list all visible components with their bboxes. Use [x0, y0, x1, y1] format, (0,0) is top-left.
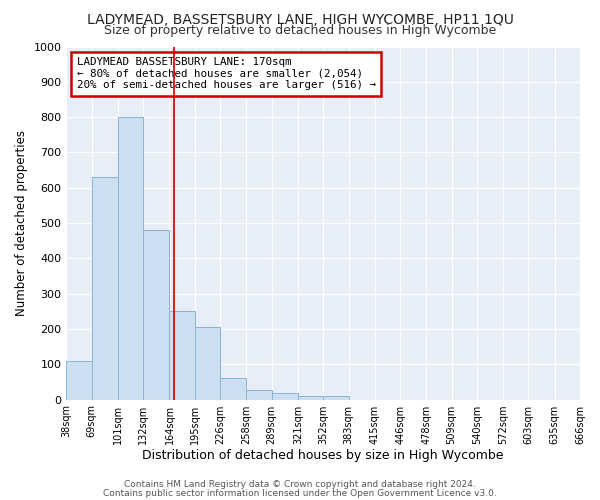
Text: Contains public sector information licensed under the Open Government Licence v3: Contains public sector information licen… — [103, 488, 497, 498]
Bar — [169, 312, 195, 400]
Bar — [92, 177, 118, 400]
Bar — [220, 378, 247, 400]
Bar — [67, 360, 92, 400]
Y-axis label: Number of detached properties: Number of detached properties — [15, 130, 28, 316]
Text: Size of property relative to detached houses in High Wycombe: Size of property relative to detached ho… — [104, 24, 496, 37]
Bar — [143, 230, 169, 400]
Text: Contains HM Land Registry data © Crown copyright and database right 2024.: Contains HM Land Registry data © Crown c… — [124, 480, 476, 489]
Text: LADYMEAD, BASSETSBURY LANE, HIGH WYCOMBE, HP11 1QU: LADYMEAD, BASSETSBURY LANE, HIGH WYCOMBE… — [86, 12, 514, 26]
Bar — [118, 117, 143, 400]
Bar — [323, 396, 349, 400]
Bar — [195, 327, 220, 400]
Bar — [247, 390, 272, 400]
Text: LADYMEAD BASSETSBURY LANE: 170sqm
← 80% of detached houses are smaller (2,054)
2: LADYMEAD BASSETSBURY LANE: 170sqm ← 80% … — [77, 57, 376, 90]
Bar — [272, 393, 298, 400]
Bar — [298, 396, 323, 400]
X-axis label: Distribution of detached houses by size in High Wycombe: Distribution of detached houses by size … — [142, 450, 504, 462]
